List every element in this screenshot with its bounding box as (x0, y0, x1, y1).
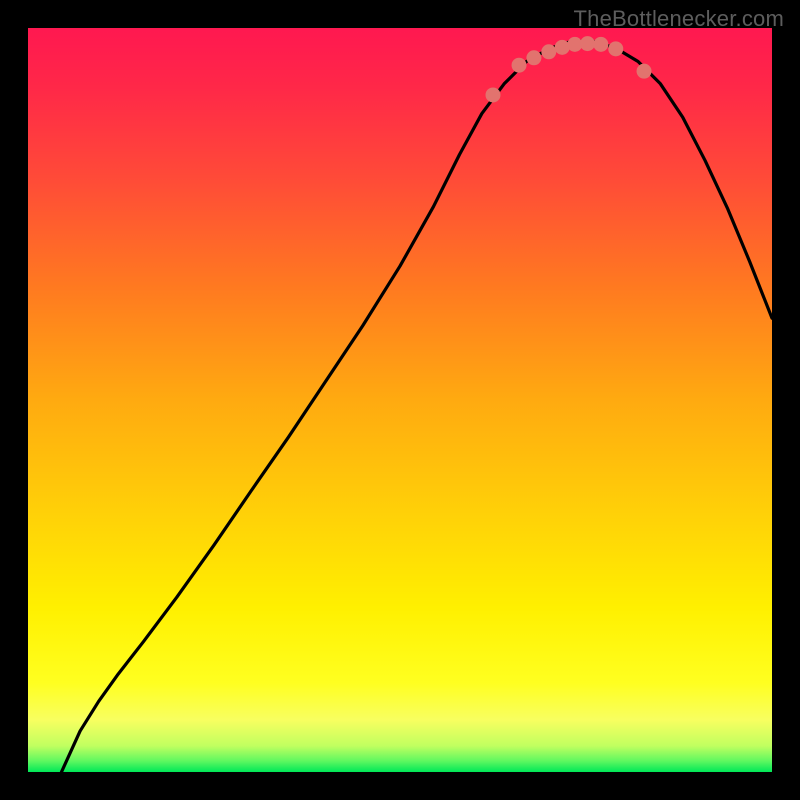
scatter-point (608, 41, 623, 56)
scatter-point (555, 40, 570, 55)
scatter-point (512, 58, 527, 73)
plot-area (28, 28, 772, 772)
scatter-point (486, 87, 501, 102)
scatter-point (580, 36, 595, 51)
chart-frame: TheBottlenecker.com (0, 0, 800, 800)
scatter-point (593, 37, 608, 52)
scatter-point (637, 64, 652, 79)
scatter-point (541, 44, 556, 59)
scatter-point (526, 50, 541, 65)
scatter-points (28, 28, 772, 772)
attribution-text: TheBottlenecker.com (574, 6, 784, 32)
